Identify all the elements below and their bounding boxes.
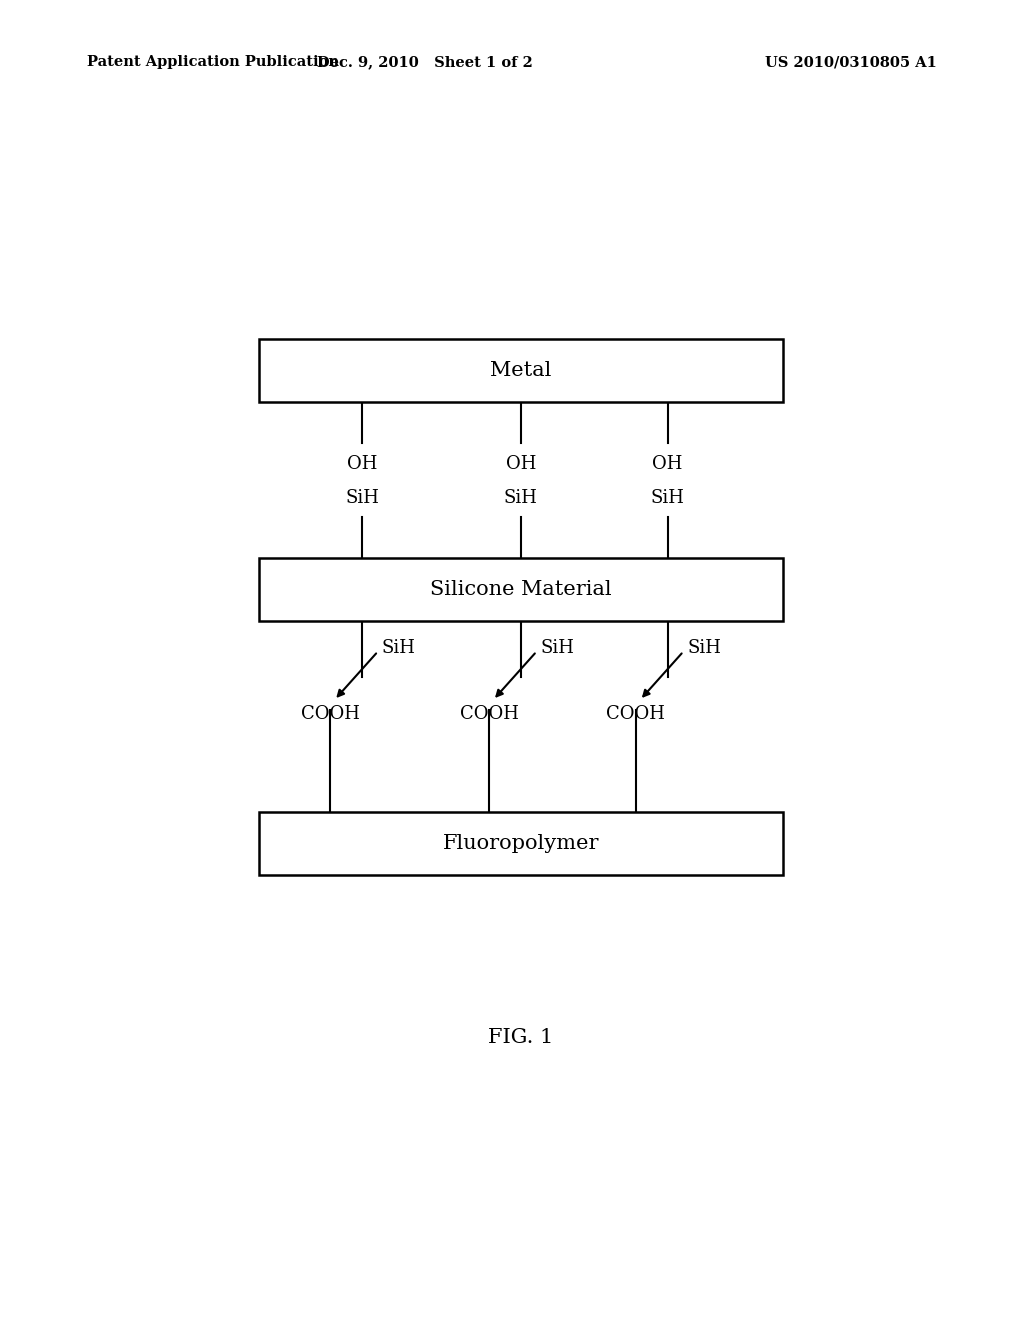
Bar (259, 558, 782, 620)
Text: Dec. 9, 2010   Sheet 1 of 2: Dec. 9, 2010 Sheet 1 of 2 (317, 55, 532, 70)
Text: FIG. 1: FIG. 1 (488, 1028, 554, 1047)
Text: Silicone Material: Silicone Material (430, 579, 611, 599)
Text: Patent Application Publication: Patent Application Publication (87, 55, 339, 70)
Text: SiH: SiH (687, 639, 721, 657)
Bar (259, 812, 782, 875)
Text: COOH: COOH (301, 705, 359, 723)
Text: SiH: SiH (345, 488, 379, 507)
Text: SiH: SiH (541, 639, 574, 657)
Text: COOH: COOH (606, 705, 666, 723)
Text: Fluoropolymer: Fluoropolymer (442, 834, 599, 853)
Text: US 2010/0310805 A1: US 2010/0310805 A1 (765, 55, 937, 70)
Text: OH: OH (652, 455, 683, 473)
Bar (259, 339, 782, 403)
Text: SiH: SiH (382, 639, 416, 657)
Text: OH: OH (506, 455, 536, 473)
Text: COOH: COOH (460, 705, 518, 723)
Text: SiH: SiH (650, 488, 685, 507)
Text: Metal: Metal (490, 362, 552, 380)
Text: OH: OH (347, 455, 377, 473)
Text: SiH: SiH (504, 488, 538, 507)
